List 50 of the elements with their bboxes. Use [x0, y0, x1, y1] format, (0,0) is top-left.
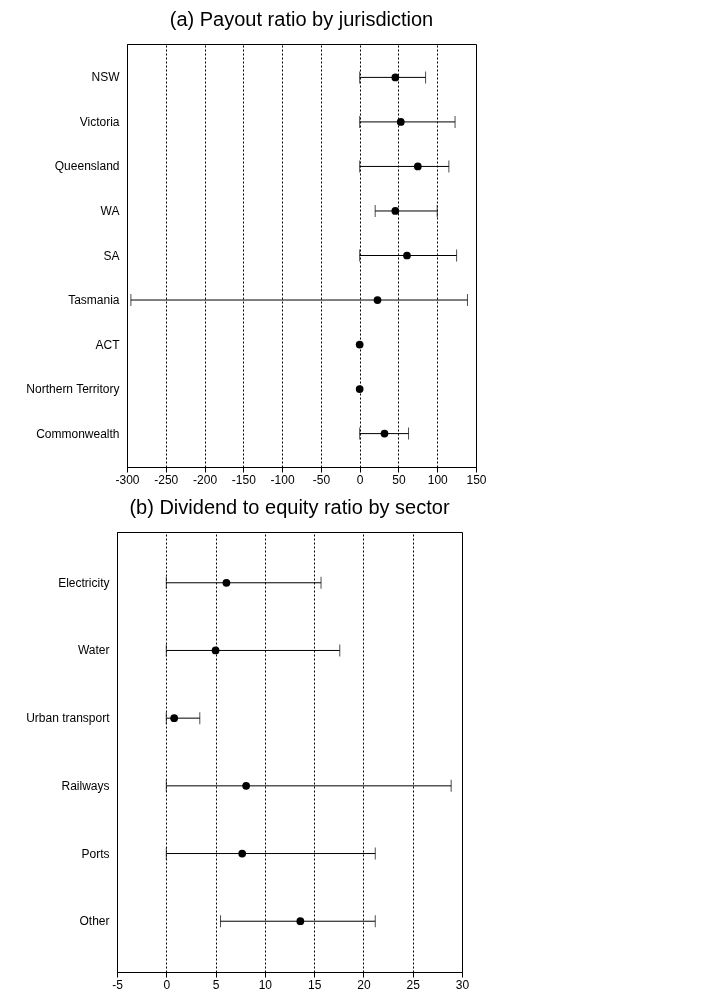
y-tick-label: NSW	[91, 70, 121, 85]
x-tick-label: 100	[427, 472, 449, 487]
y-tick-label: Queensland	[54, 159, 120, 174]
x-tick-label: 20	[357, 977, 371, 992]
y-tick-label: Tasmania	[68, 293, 120, 308]
point	[238, 849, 247, 858]
point	[391, 207, 400, 215]
y-tick-label: SA	[103, 248, 120, 263]
y-tick-label: Ports	[81, 846, 110, 861]
point	[391, 73, 400, 82]
y-tick-label: Other	[79, 914, 110, 929]
point	[296, 917, 305, 926]
x-tick-label: -200	[193, 472, 218, 487]
point	[211, 646, 220, 655]
y-tick-label: Railways	[61, 778, 110, 793]
y-tick-label: Electricity	[58, 575, 110, 590]
point	[396, 118, 405, 126]
x-tick-label: 0	[356, 472, 364, 487]
chart-title: (b) Dividend to equity ratio by sector	[129, 496, 450, 518]
x-tick-label: -250	[154, 472, 179, 487]
x-tick-label: 30	[455, 977, 470, 992]
point	[380, 429, 389, 438]
x-tick-label: 5	[212, 977, 220, 992]
point	[413, 162, 422, 171]
y-tick-label: Urban transport	[26, 711, 111, 726]
y-tick-label: ACT	[95, 337, 121, 352]
y-tick-label: Victoria	[79, 114, 120, 129]
x-tick-label: 150	[466, 472, 487, 487]
x-tick-label: 15	[307, 977, 322, 992]
y-tick-label: Northern Territory	[26, 382, 120, 397]
y-tick-label: WA	[100, 203, 120, 218]
point	[242, 781, 250, 790]
point	[373, 296, 382, 304]
y-tick-label: Water	[77, 643, 110, 658]
x-tick-label: 25	[406, 977, 421, 992]
point	[403, 251, 411, 260]
point	[170, 714, 179, 723]
y-tick-label: Commonwealth	[36, 426, 120, 441]
x-tick-label: -100	[270, 472, 295, 487]
x-tick-label: -150	[231, 472, 257, 487]
point	[355, 385, 364, 393]
x-tick-label: -5	[112, 977, 124, 992]
point	[222, 578, 231, 587]
chart-title: (a) Payout ratio by jurisdiction	[169, 8, 434, 30]
x-tick-label: -50	[312, 472, 331, 487]
point	[355, 340, 364, 349]
x-tick-label: 10	[258, 977, 273, 992]
x-tick-label: 50	[392, 472, 406, 487]
x-tick-label: -300	[115, 472, 140, 487]
x-tick-label: 0	[163, 977, 171, 992]
